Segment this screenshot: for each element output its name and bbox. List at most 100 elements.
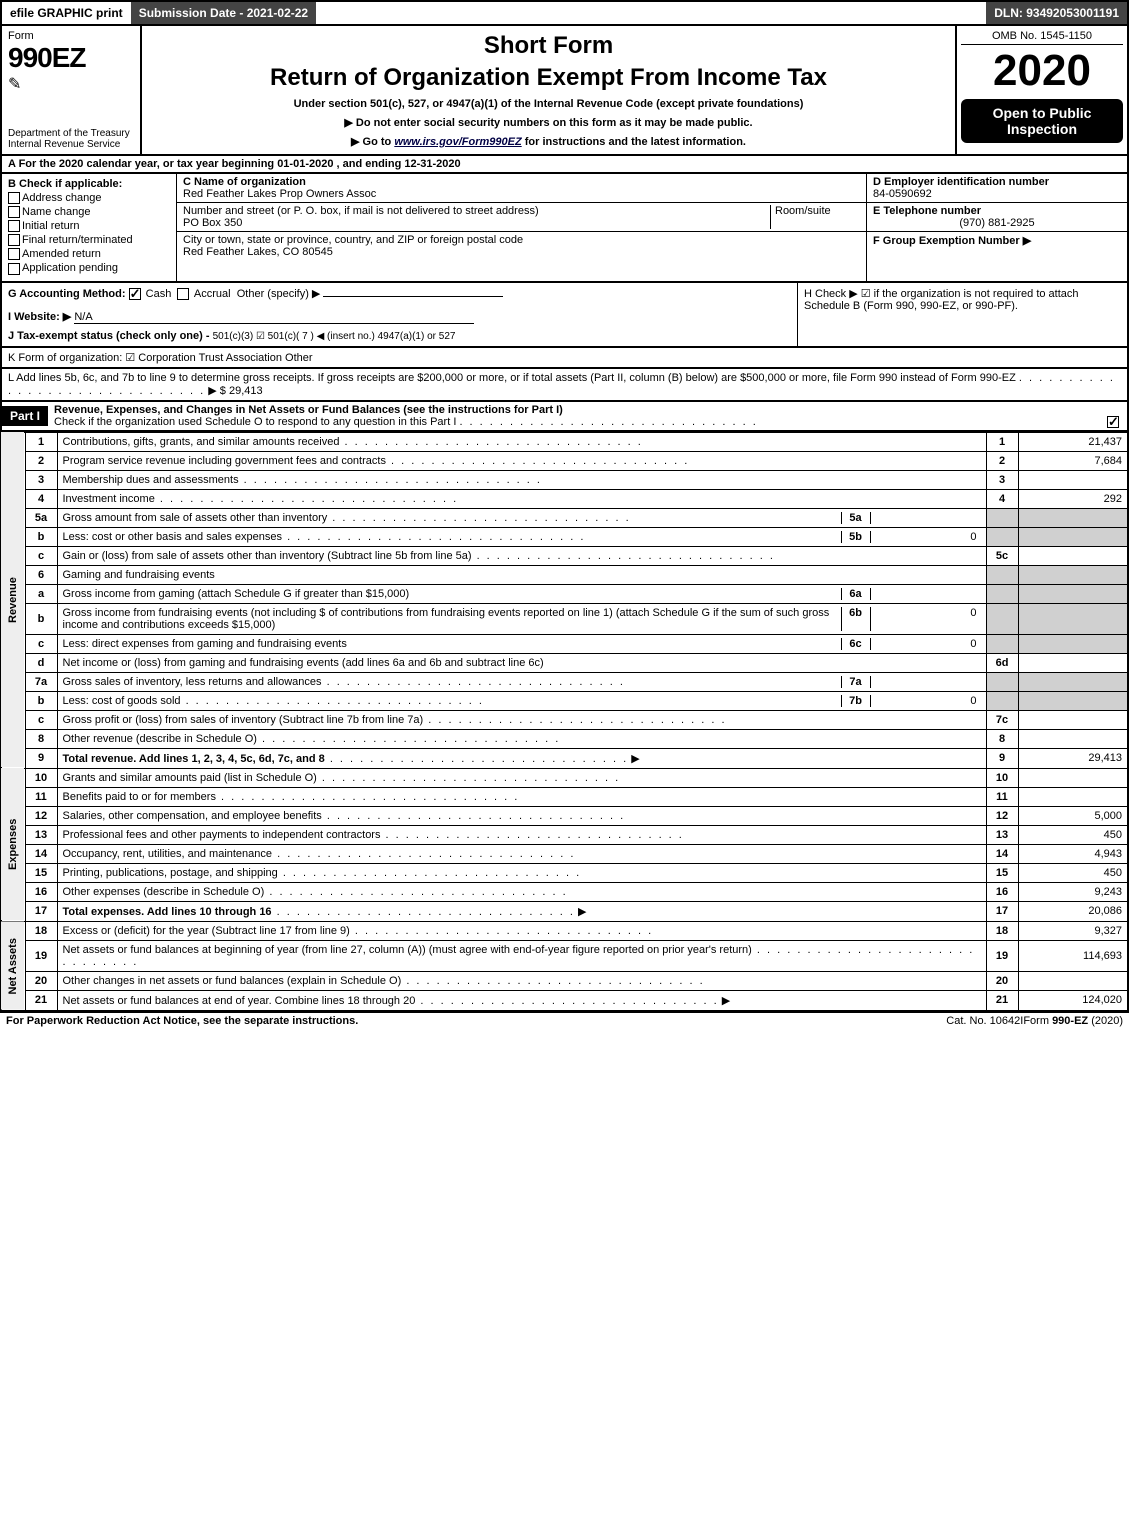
line-14-num: 14 [25,844,57,863]
line-2-num: 2 [25,451,57,470]
line-13-rn: 13 [986,825,1018,844]
row-a: A For the 2020 calendar year, or tax yea… [0,156,1129,174]
other-label: Other (specify) ▶ [237,288,321,300]
name-label: C Name of organization [183,176,860,188]
line-14-amt: 4,943 [1018,844,1128,863]
line-9-num: 9 [25,748,57,768]
line-3-amt [1018,470,1128,489]
room-suite: Room/suite [770,205,860,229]
line-5c-desc: Gain or (loss) from sale of assets other… [57,546,986,565]
line-7c-amt [1018,710,1128,729]
line-16-desc: Other expenses (describe in Schedule O) [57,882,986,901]
efile-label[interactable]: efile GRAPHIC print [2,2,131,24]
chk-accrual[interactable] [177,288,189,300]
chk-name-change[interactable]: Name change [8,206,170,218]
line-15-desc: Printing, publications, postage, and shi… [57,863,986,882]
goto-line: ▶ Go to www.irs.gov/Form990EZ for instru… [148,135,949,148]
chk-address-change[interactable]: Address change [8,192,170,204]
line-10-num: 10 [25,768,57,787]
part1-label: Part I [2,406,48,426]
line-5c-num: c [25,546,57,565]
line-21-num: 21 [25,990,57,1011]
do-not-enter: ▶ Do not enter social security numbers o… [148,116,949,129]
row-l-text: L Add lines 5b, 6c, and 7b to line 9 to … [8,372,1016,384]
col-c: C Name of organization Red Feather Lakes… [177,174,867,281]
expenses-section-label: Expenses [1,768,25,921]
street-label: Number and street (or P. O. box, if mail… [183,205,770,217]
line-6d-rn: 6d [986,653,1018,672]
street-block: Number and street (or P. O. box, if mail… [177,203,866,232]
accrual-label: Accrual [194,288,231,300]
line-19-amt: 114,693 [1018,940,1128,971]
line-9-rn: 9 [986,748,1018,768]
header-center: Short Form Return of Organization Exempt… [142,26,957,154]
line-7c-num: c [25,710,57,729]
street: PO Box 350 [183,217,770,229]
line-10-amt [1018,768,1128,787]
tel: (970) 881-2925 [873,217,1121,229]
chk-cash[interactable] [129,288,141,300]
line-15-amt: 450 [1018,863,1128,882]
line-20-amt [1018,971,1128,990]
line-5c-amt [1018,546,1128,565]
line-12-num: 12 [25,806,57,825]
chk-amended-return[interactable]: Amended return [8,248,170,260]
line-6-desc: Gaming and fundraising events [57,565,986,584]
line-1-num: 1 [25,432,57,451]
line-6b-num: b [25,603,57,634]
chk-initial-return[interactable]: Initial return [8,220,170,232]
footer-mid: Cat. No. 10642I [946,1015,1023,1027]
line-5a-num: 5a [25,508,57,527]
part1-title: Revenue, Expenses, and Changes in Net As… [54,404,563,416]
footer: For Paperwork Reduction Act Notice, see … [0,1012,1129,1029]
group-label: F Group Exemption Number ▶ [873,235,1031,247]
line-6d-num: d [25,653,57,672]
chk-final-return[interactable]: Final return/terminated [8,234,170,246]
line-15-rn: 15 [986,863,1018,882]
line-6a-num: a [25,584,57,603]
line-11-desc: Benefits paid to or for members [57,787,986,806]
h-text: H Check ▶ ☑ if the organization is not r… [804,288,1079,312]
line-5a-rn-shade [986,508,1018,527]
line-5b-num: b [25,527,57,546]
line-11-rn: 11 [986,787,1018,806]
j-opts: 501(c)(3) ☑ 501(c)( 7 ) ◀ (insert no.) 4… [213,331,456,342]
entity-block: B Check if applicable: Address change Na… [0,174,1129,283]
form-header: Form 990EZ ✎ Department of the Treasury … [0,26,1129,156]
chk-schedule-o[interactable] [1107,416,1119,428]
line-16-rn: 16 [986,882,1018,901]
line-18-num: 18 [25,921,57,940]
line-17-rn: 17 [986,901,1018,921]
part1-desc: Revenue, Expenses, and Changes in Net As… [48,402,1127,430]
line-6a-desc: Gross income from gaming (attach Schedul… [57,584,986,603]
line-17-num: 17 [25,901,57,921]
line-6c-num: c [25,634,57,653]
line-6-num: 6 [25,565,57,584]
chk-application-pending[interactable]: Application pending [8,262,170,274]
tel-label: E Telephone number [873,205,1121,217]
g-label: G Accounting Method: [8,288,126,300]
footer-left: For Paperwork Reduction Act Notice, see … [6,1015,946,1027]
line-12-desc: Salaries, other compensation, and employ… [57,806,986,825]
line-9-desc: Total revenue. Add lines 1, 2, 3, 4, 5c,… [57,748,986,768]
col-b-title: B Check if applicable: [8,178,170,190]
part1-header: Part I Revenue, Expenses, and Changes in… [0,402,1129,432]
line-7a-desc: Gross sales of inventory, less returns a… [57,672,986,691]
irs-link[interactable]: www.irs.gov/Form990EZ [394,136,521,148]
row-k: K Form of organization: ☑ Corporation Tr… [0,348,1129,369]
header-right: OMB No. 1545-1150 2020 Open to Public In… [957,26,1127,154]
line-7b-num: b [25,691,57,710]
line-1-desc: Contributions, gifts, grants, and simila… [57,432,986,451]
line-11-amt [1018,787,1128,806]
line-12-rn: 12 [986,806,1018,825]
line-21-rn: 21 [986,990,1018,1011]
line-5b-desc: Less: cost or other basis and sales expe… [57,527,986,546]
ein-block: D Employer identification number 84-0590… [867,174,1127,203]
city-label: City or town, state or province, country… [183,234,860,246]
line-6c-desc: Less: direct expenses from gaming and fu… [57,634,986,653]
tel-block: E Telephone number (970) 881-2925 [867,203,1127,232]
netassets-section-label: Net Assets [1,921,25,1011]
line-8-amt [1018,729,1128,748]
short-form-title: Short Form [148,32,949,60]
line-7b-desc: Less: cost of goods sold7b0 [57,691,986,710]
